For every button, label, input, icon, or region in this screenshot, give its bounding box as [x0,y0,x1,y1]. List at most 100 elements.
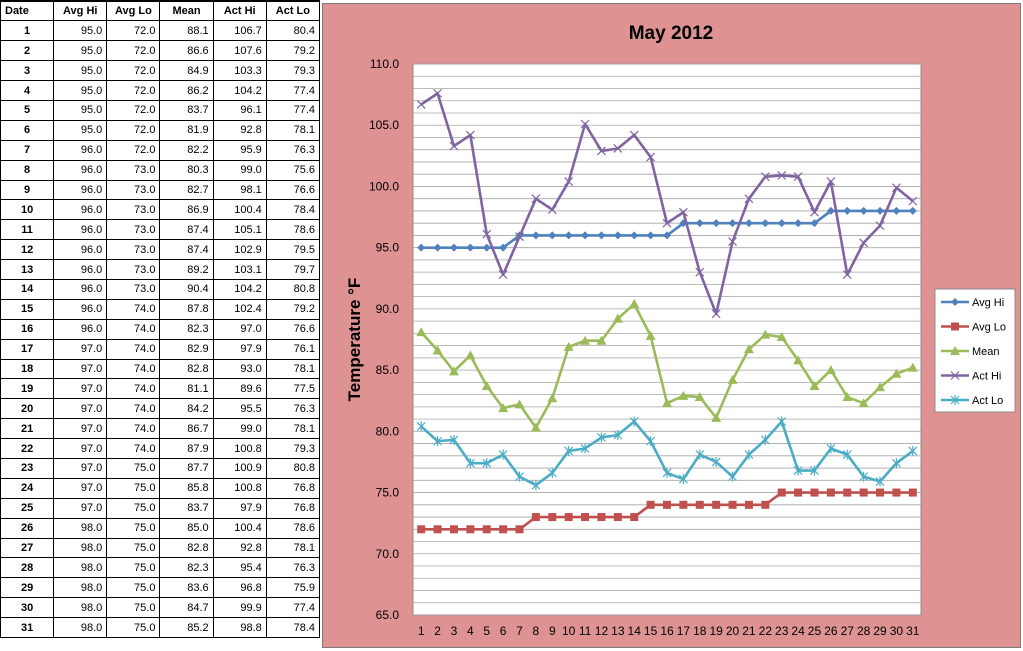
data-point-act-lo [629,416,639,427]
data-point-avg-hi [843,206,852,215]
data-point-avg-hi [777,219,786,228]
cell-act-hi: 104.2 [212,80,267,101]
cell-avg-lo: 74.0 [106,418,161,440]
table-row: 26 98.0 75.0 85.0 100.4 78.6 [0,517,321,539]
cell-act-hi: 104.2 [212,278,267,300]
table-row: 4 95.0 72.0 86.2 104.2 77.4 [0,80,321,101]
cell-act-lo: 76.1 [265,338,321,360]
cell-mean: 84.9 [159,60,214,82]
data-point-avg-hi [712,219,721,228]
cell-day: 2 [0,40,55,62]
data-point-mean [662,398,672,408]
data-point-avg-hi [613,231,622,240]
x-tick-label: 2 [434,624,441,638]
data-point-act-lo [891,458,901,469]
header-act-hi: Act Hi [212,0,267,22]
cell-act-lo: 76.3 [265,139,321,161]
cell-avg-hi: 97.0 [53,378,108,400]
data-point-avg-hi [663,231,671,240]
data-point-act-hi [777,170,787,180]
data-point-avg-lo [892,488,901,497]
cell-act-lo: 77.5 [265,378,321,400]
table-row: 3 95.0 72.0 84.9 103.3 79.3 [0,60,321,82]
cell-day: 7 [0,139,55,161]
data-point-avg-lo [663,500,671,509]
cell-avg-hi: 98.0 [53,517,108,539]
cell-act-hi: 97.0 [212,318,267,340]
data-point-act-lo [597,432,606,443]
data-point-avg-lo [499,525,508,534]
cell-mean: 81.1 [159,378,214,400]
table-body: 1 95.0 72.0 88.1 106.7 80.4 2 95.0 72.0 86.6 107.6… [0,20,321,638]
cell-avg-lo: 74.0 [106,398,161,420]
data-point-act-hi [433,88,443,98]
cell-act-hi: 100.9 [212,457,267,479]
data-point-act-lo [662,467,672,478]
data-point-act-hi [465,130,475,140]
cell-act-hi: 102.4 [212,298,267,320]
data-point-mean [514,399,525,409]
cell-avg-hi: 96.0 [53,298,108,320]
cell-act-lo: 76.6 [265,179,321,201]
cell-act-hi: 99.0 [212,418,267,440]
x-tick-label: 23 [775,624,789,638]
data-point-avg-lo [777,488,786,497]
data-point-act-hi [859,238,869,248]
cell-act-lo: 75.9 [265,577,321,599]
cell-act-lo: 80.8 [265,457,321,479]
data-point-avg-lo [449,525,458,534]
cell-act-hi: 99.0 [212,159,267,181]
cell-day: 25 [0,497,55,519]
cell-mean: 81.9 [159,119,214,141]
cell-day: 14 [0,278,55,300]
cell-day: 21 [0,418,55,440]
cell-act-hi: 99.9 [212,597,267,619]
x-tick-label: 6 [500,624,507,638]
cell-act-lo: 78.6 [265,517,321,539]
cell-act-hi: 95.9 [212,139,267,161]
data-point-avg-lo [712,500,721,509]
cell-mean: 82.3 [159,318,214,340]
data-point-mean [694,392,705,402]
cell-act-lo: 78.4 [265,199,321,221]
cell-act-lo: 80.4 [265,20,321,42]
cell-mean: 82.2 [159,139,214,161]
cell-act-hi: 105.1 [212,219,267,241]
x-tick-label: 4 [467,624,474,638]
x-tick-label: 27 [841,624,855,638]
legend-marker-avg-hi [951,298,959,306]
data-point-mean [645,330,656,340]
cell-mean: 87.4 [159,219,214,241]
data-point-act-lo [547,467,557,478]
cell-avg-lo: 75.0 [106,457,161,479]
table-row: 6 95.0 72.0 81.9 92.8 78.1 [0,119,321,141]
cell-day: 18 [0,358,55,380]
cell-avg-hi: 98.0 [53,617,108,638]
cell-mean: 85.2 [159,617,214,638]
data-point-avg-lo [843,488,852,497]
cell-avg-hi: 96.0 [53,159,108,181]
cell-avg-hi: 95.0 [53,119,108,141]
data-point-act-hi [908,196,918,206]
cell-mean: 82.9 [159,338,214,360]
cell-day: 5 [0,99,55,121]
cell-avg-lo: 73.0 [106,199,161,221]
cell-act-lo: 79.2 [265,298,321,320]
data-point-act-lo [613,430,623,441]
x-tick-label: 9 [549,624,556,638]
data-point-mean [727,374,738,384]
cell-avg-lo: 72.0 [106,60,161,82]
cell-act-lo: 77.4 [265,80,321,101]
y-tick-label: 95.0 [376,241,400,255]
x-tick-label: 17 [677,624,691,638]
cell-act-hi: 97.9 [212,338,267,360]
data-point-act-hi [695,267,705,277]
cell-day: 26 [0,517,55,539]
header-date: Date [0,0,55,22]
cell-day: 10 [0,199,55,221]
header-avg-hi: Avg Hi [53,0,108,22]
cell-avg-lo: 74.0 [106,318,161,340]
data-point-avg-lo [482,525,491,534]
cell-avg-hi: 96.0 [53,219,108,241]
chart-title: May 2012 [629,23,714,44]
